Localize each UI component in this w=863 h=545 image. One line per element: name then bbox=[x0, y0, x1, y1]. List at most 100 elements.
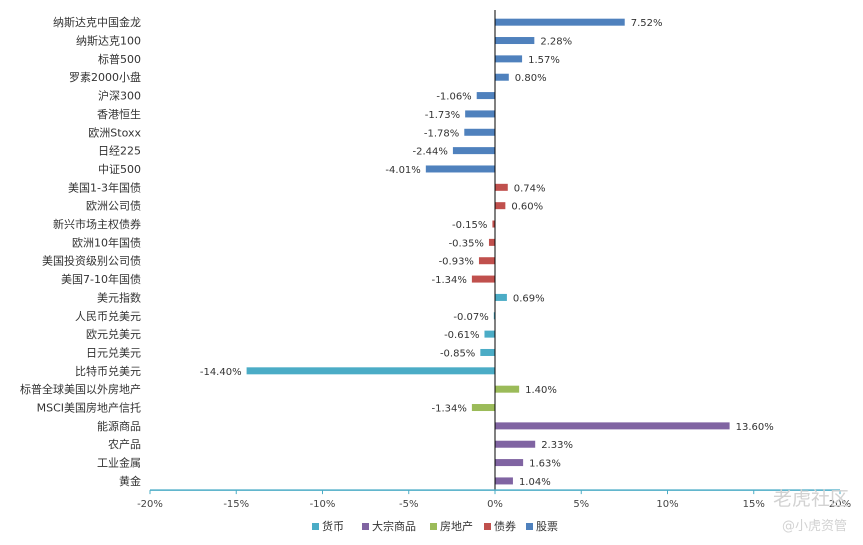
value-label: -0.93% bbox=[439, 257, 474, 268]
bar bbox=[495, 18, 625, 26]
category-label: 新兴市场主权债券 bbox=[53, 217, 141, 231]
value-label: -4.01% bbox=[385, 165, 420, 176]
bar bbox=[484, 330, 495, 338]
category-label: 纳斯达克中国金龙 bbox=[53, 15, 141, 29]
bar bbox=[495, 422, 730, 430]
bar bbox=[493, 312, 495, 320]
bar bbox=[495, 459, 524, 467]
x-tick-label: -20% bbox=[137, 499, 163, 510]
x-tick-label: 0% bbox=[487, 499, 503, 510]
category-label: 人民币兑美元 bbox=[75, 309, 141, 323]
value-label: 13.60% bbox=[736, 422, 774, 433]
bar bbox=[246, 367, 495, 375]
bar bbox=[495, 440, 536, 448]
category-label: 标普全球美国以外房地产 bbox=[20, 382, 141, 396]
category-label: 罗素2000小盘 bbox=[69, 70, 141, 84]
x-tick-label: 15% bbox=[743, 499, 765, 510]
value-label: 0.80% bbox=[515, 73, 547, 84]
category-label: 欧洲10年国债 bbox=[72, 235, 141, 249]
category-label: 工业金属 bbox=[97, 456, 141, 470]
watermark-author: @小虎资管 bbox=[781, 519, 847, 534]
value-label: -0.85% bbox=[440, 348, 475, 359]
value-label: -14.40% bbox=[200, 367, 242, 378]
value-label: 0.60% bbox=[511, 202, 543, 213]
value-label: -0.61% bbox=[444, 330, 479, 341]
legend-swatch bbox=[430, 523, 437, 530]
value-label: 2.28% bbox=[540, 37, 572, 48]
category-label: 黄金 bbox=[119, 474, 141, 488]
bar bbox=[478, 257, 495, 265]
value-label: -1.73% bbox=[425, 110, 460, 121]
x-tick-label: 20% bbox=[829, 499, 851, 510]
bar bbox=[452, 147, 495, 155]
bar bbox=[495, 202, 506, 210]
value-label: 1.40% bbox=[525, 385, 557, 396]
value-label: 2.33% bbox=[541, 440, 573, 451]
x-tick-label: 5% bbox=[573, 499, 589, 510]
bar bbox=[471, 404, 495, 412]
category-label: 能源商品 bbox=[97, 419, 141, 433]
category-label: 标普500 bbox=[98, 52, 141, 66]
category-label: 日经225 bbox=[98, 145, 141, 158]
value-label: -1.34% bbox=[431, 275, 466, 286]
value-label: -2.44% bbox=[413, 147, 448, 158]
category-label: 美国投资级别公司债 bbox=[42, 254, 141, 268]
axes-group: -20% -15% -10% -5% 0% 5% 10% 15% 20% bbox=[137, 10, 851, 510]
bar bbox=[495, 385, 520, 393]
x-tick-label: -15% bbox=[223, 499, 249, 510]
value-label: -1.06% bbox=[436, 92, 471, 103]
category-label: 欧洲Stoxx bbox=[88, 126, 141, 139]
legend-label: 大宗商品 bbox=[372, 519, 416, 533]
value-label: 7.52% bbox=[631, 18, 663, 29]
legend-label: 债券 bbox=[494, 519, 516, 533]
category-label: 沪深300 bbox=[98, 89, 141, 103]
value-label: -1.34% bbox=[431, 404, 466, 415]
category-label: 美国1-3年国债 bbox=[68, 180, 141, 194]
x-tick-label: -10% bbox=[310, 499, 336, 510]
category-label: 纳斯达克100 bbox=[76, 35, 141, 48]
legend-label: 房地产 bbox=[440, 519, 473, 533]
bar bbox=[464, 128, 495, 136]
value-label: 0.69% bbox=[513, 293, 545, 304]
legend: 货币 大宗商品 房地产 债券 股票 bbox=[312, 519, 558, 533]
category-label: 农产品 bbox=[108, 437, 141, 451]
watermark-community: 老虎社区 bbox=[772, 488, 849, 510]
bar bbox=[465, 110, 495, 118]
legend-swatch bbox=[362, 523, 369, 530]
bar bbox=[495, 55, 523, 63]
bar bbox=[476, 92, 495, 100]
x-tick-label: 10% bbox=[656, 499, 678, 510]
category-label: 比特币兑美元 bbox=[75, 364, 141, 378]
legend-label: 股票 bbox=[536, 520, 558, 533]
value-label: 0.74% bbox=[514, 183, 546, 194]
value-label: 1.57% bbox=[528, 55, 560, 66]
value-label: -0.07% bbox=[453, 312, 488, 323]
bar bbox=[495, 73, 509, 81]
bar bbox=[495, 183, 508, 191]
category-label: 日元兑美元 bbox=[86, 345, 141, 359]
category-label: 欧元兑美元 bbox=[86, 327, 141, 341]
bar bbox=[495, 477, 513, 485]
bar bbox=[495, 293, 507, 301]
value-label: -0.35% bbox=[449, 238, 484, 249]
value-label: 1.63% bbox=[529, 459, 561, 470]
bar bbox=[495, 37, 535, 45]
value-labels: 7.52% 2.28% 1.57% 0.80% -1.06% -1.73% -1.78% -2… bbox=[200, 18, 774, 488]
category-label: 香港恒生 bbox=[97, 107, 141, 121]
x-tick-label: -5% bbox=[399, 499, 418, 510]
bar bbox=[471, 275, 495, 283]
legend-swatch bbox=[312, 523, 319, 530]
category-label: 中证500 bbox=[98, 163, 141, 176]
bar bbox=[488, 238, 495, 246]
category-label: 美国7-10年国债 bbox=[61, 272, 141, 286]
legend-swatch bbox=[526, 523, 533, 530]
category-label: 美元指数 bbox=[97, 290, 141, 304]
value-label: 1.04% bbox=[519, 477, 551, 488]
category-label: 欧洲公司债 bbox=[86, 199, 141, 213]
value-label: -0.15% bbox=[452, 220, 487, 231]
bar bbox=[480, 348, 495, 356]
legend-swatch bbox=[484, 523, 491, 530]
bar bbox=[492, 220, 495, 228]
